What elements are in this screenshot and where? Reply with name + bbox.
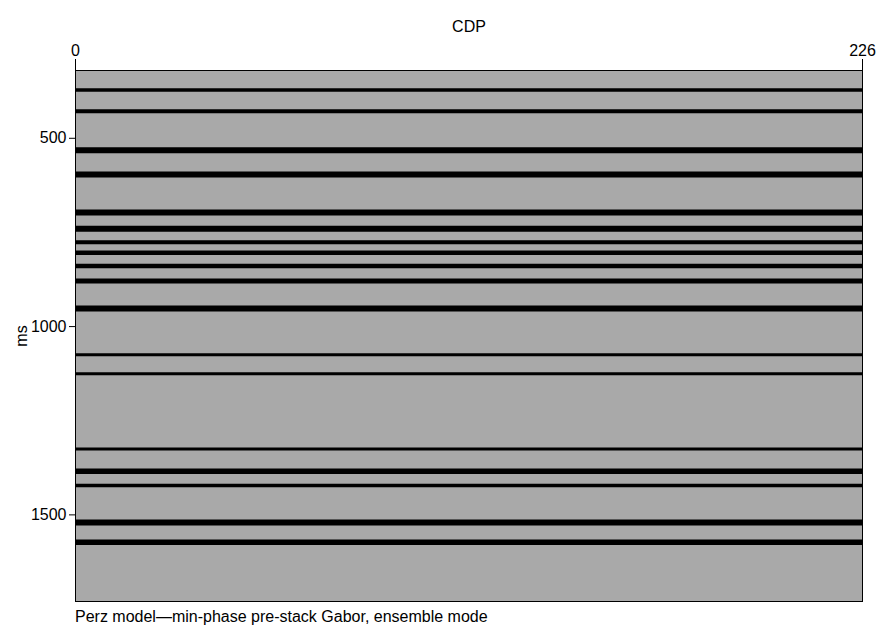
svg-text:0: 0 — [71, 42, 80, 59]
svg-text:ms: ms — [13, 325, 30, 346]
svg-text:1000: 1000 — [31, 318, 67, 335]
svg-text:CDP: CDP — [452, 18, 486, 35]
html-text:Perz model—min-phase pre-stack: Perz model—min-phase pre-stack Gabor, en… — [75, 608, 488, 625]
svg-text:500: 500 — [40, 129, 67, 146]
svg-text:226: 226 — [849, 42, 876, 59]
svg-text:1500: 1500 — [31, 506, 67, 523]
